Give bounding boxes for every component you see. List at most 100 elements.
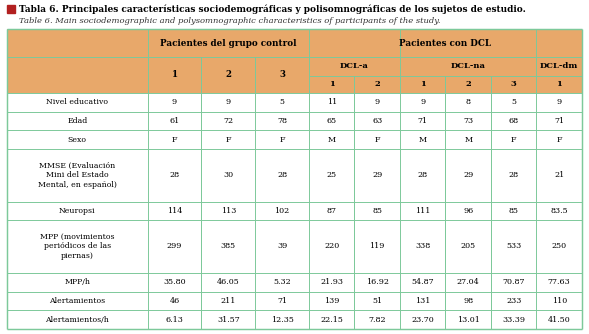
Text: 96: 96 [463, 207, 474, 215]
Bar [491, 292, 537, 310]
Text: 2: 2 [226, 70, 231, 79]
Text: 114: 114 [167, 207, 182, 215]
Text: 533: 533 [506, 242, 521, 250]
Text: 46: 46 [170, 297, 180, 305]
Text: 16.92: 16.92 [366, 278, 389, 286]
Bar [7, 201, 148, 220]
Bar [255, 220, 309, 273]
Bar [445, 310, 491, 329]
Text: Table 6. Main sociodemographic and polysomnographic characteristics of participa: Table 6. Main sociodemographic and polys… [19, 17, 441, 25]
Bar [491, 149, 537, 201]
Bar [445, 112, 491, 130]
Bar [309, 93, 355, 112]
Bar [148, 57, 309, 93]
Bar [355, 130, 400, 149]
Bar [7, 292, 148, 310]
Text: 385: 385 [221, 242, 236, 250]
Bar [309, 29, 582, 57]
Text: 22.15: 22.15 [320, 316, 343, 324]
Text: 211: 211 [221, 297, 236, 305]
Bar [309, 201, 355, 220]
Bar [255, 292, 309, 310]
Bar [537, 112, 582, 130]
Text: Edad: Edad [67, 117, 87, 125]
Bar [201, 273, 255, 292]
Bar [7, 220, 148, 273]
Bar [148, 112, 201, 130]
Text: 119: 119 [369, 242, 385, 250]
Text: 33.39: 33.39 [502, 316, 525, 324]
Text: 73: 73 [463, 117, 474, 125]
Bar [7, 149, 148, 201]
Text: 205: 205 [461, 242, 476, 250]
Text: 5: 5 [280, 98, 284, 106]
Bar [355, 76, 400, 93]
Text: 41.50: 41.50 [548, 316, 571, 324]
Text: Alertamientos: Alertamientos [49, 297, 105, 305]
Text: Sexo: Sexo [68, 136, 87, 144]
Bar [148, 149, 201, 201]
Text: 51: 51 [372, 297, 382, 305]
Bar [148, 130, 201, 149]
Bar [491, 310, 537, 329]
Text: 6.13: 6.13 [166, 316, 183, 324]
Bar [255, 93, 309, 112]
Bar [148, 201, 201, 220]
Text: 21: 21 [554, 171, 564, 179]
Text: 77.63: 77.63 [548, 278, 571, 286]
Bar [7, 130, 148, 149]
Bar [201, 220, 255, 273]
Bar [355, 273, 400, 292]
Bar [445, 292, 491, 310]
Text: 113: 113 [221, 207, 236, 215]
Text: 111: 111 [415, 207, 431, 215]
Bar [201, 310, 255, 329]
Bar [309, 57, 400, 76]
Text: MMSE (Evaluación
Mini del Estado
Mental, en español): MMSE (Evaluación Mini del Estado Mental,… [38, 161, 117, 189]
Text: 54.87: 54.87 [412, 278, 434, 286]
Bar [537, 273, 582, 292]
Text: 1: 1 [557, 80, 562, 88]
Bar [309, 130, 355, 149]
Text: 61: 61 [170, 117, 180, 125]
Text: 8: 8 [466, 98, 471, 106]
Text: 131: 131 [415, 297, 431, 305]
Text: Alertamientos/h: Alertamientos/h [45, 316, 110, 324]
Bar [491, 93, 537, 112]
Bar [7, 273, 148, 292]
Bar [355, 149, 400, 201]
Text: 5: 5 [511, 98, 516, 106]
Text: 28: 28 [509, 171, 519, 179]
Text: 46.05: 46.05 [217, 278, 240, 286]
Bar [201, 130, 255, 149]
Text: 85: 85 [372, 207, 382, 215]
Text: 338: 338 [415, 242, 431, 250]
Bar [537, 201, 582, 220]
Text: 27.04: 27.04 [457, 278, 479, 286]
Text: 21.93: 21.93 [320, 278, 343, 286]
Bar [400, 130, 445, 149]
Text: 11: 11 [327, 98, 337, 106]
Text: 31.57: 31.57 [217, 316, 240, 324]
Text: 68: 68 [509, 117, 519, 125]
Text: 65: 65 [327, 117, 337, 125]
Bar [309, 273, 355, 292]
Bar [445, 201, 491, 220]
Bar [7, 310, 148, 329]
Text: 1: 1 [171, 70, 178, 79]
Text: 72: 72 [223, 117, 233, 125]
Text: 78: 78 [277, 117, 287, 125]
Bar [148, 292, 201, 310]
Bar [491, 201, 537, 220]
Bar [400, 149, 445, 201]
Bar [201, 149, 255, 201]
Bar [491, 112, 537, 130]
Bar [201, 201, 255, 220]
Bar [255, 112, 309, 130]
Bar [400, 292, 445, 310]
Text: 83.5: 83.5 [551, 207, 568, 215]
Bar [309, 292, 355, 310]
Text: 29: 29 [463, 171, 474, 179]
Bar [148, 93, 201, 112]
Text: 29: 29 [372, 171, 382, 179]
